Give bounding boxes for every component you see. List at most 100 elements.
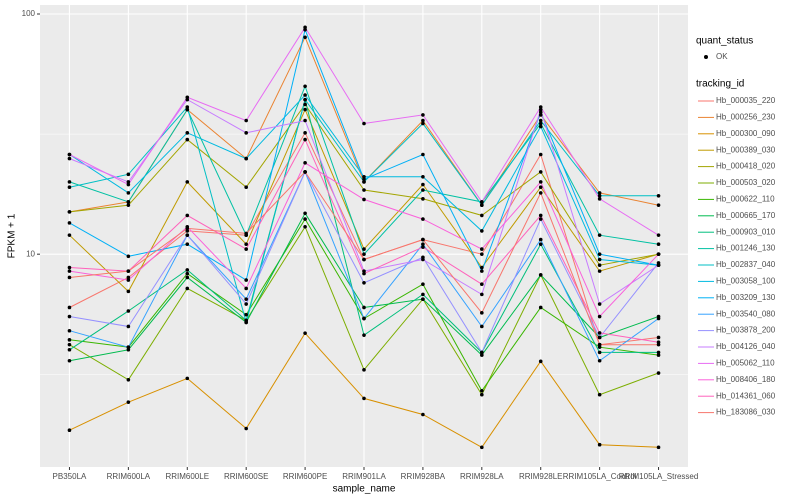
legend-label: Hb_003209_130 — [716, 293, 776, 302]
legend-label: Hb_000503_020 — [716, 178, 776, 187]
data-point — [421, 188, 425, 192]
data-point — [421, 242, 425, 247]
y-axis-title: FPKM + 1 — [7, 213, 18, 258]
data-point — [126, 200, 131, 204]
data-point — [67, 328, 72, 333]
data-point — [362, 247, 366, 251]
data-point — [656, 252, 661, 256]
legend-label: Hb_000622_110 — [716, 195, 775, 204]
data-point — [538, 124, 543, 129]
data-point — [67, 221, 72, 225]
legend-label: Hb_000665_170 — [716, 211, 776, 220]
data-point — [303, 137, 307, 142]
data-point — [597, 257, 602, 262]
data-point — [67, 269, 72, 273]
data-point — [656, 445, 661, 450]
data-point — [480, 203, 484, 207]
legend-title: quant_status — [696, 36, 753, 47]
data-point — [244, 131, 248, 135]
data-point — [244, 286, 248, 291]
data-point — [597, 350, 602, 355]
data-point — [597, 252, 602, 256]
legend: Hb_000035_220 Hb_000256_230 Hb_000300_090 H… — [698, 96, 776, 417]
data-point — [421, 113, 425, 117]
data-point — [67, 305, 72, 310]
data-point — [597, 331, 602, 335]
data-point — [244, 156, 248, 161]
plot — [67, 25, 661, 450]
data-point — [362, 281, 366, 285]
data-point — [303, 211, 307, 216]
data-point — [185, 105, 190, 109]
data-point — [480, 392, 484, 397]
data-point — [480, 311, 484, 315]
data-point — [185, 213, 190, 218]
data-point — [656, 263, 661, 267]
data-point — [126, 345, 131, 349]
legend-label: Hb_000256_230 — [716, 113, 776, 122]
data-point — [538, 242, 543, 247]
data-point — [362, 305, 366, 310]
data-point — [244, 278, 248, 282]
legend-title: tracking_id — [696, 79, 744, 90]
data-point — [597, 233, 602, 237]
data-point — [421, 292, 425, 297]
data-point — [185, 137, 190, 142]
data-point — [480, 353, 484, 357]
data-point — [362, 396, 366, 401]
data-point — [538, 185, 543, 190]
data-point — [362, 269, 366, 273]
data-point — [656, 335, 661, 340]
data-point — [362, 316, 366, 321]
x-axis-title: sample_name — [333, 484, 396, 495]
data-point — [538, 110, 543, 115]
data-point — [67, 275, 72, 280]
data-point — [126, 182, 131, 187]
data-point — [185, 95, 190, 100]
data-point — [67, 314, 72, 319]
data-point — [303, 118, 307, 123]
data-point — [244, 297, 248, 301]
data-point — [67, 185, 72, 190]
data-point — [67, 210, 72, 214]
data-point — [185, 286, 190, 291]
data-point — [597, 314, 602, 319]
data-point — [421, 217, 425, 221]
data-point — [421, 174, 425, 179]
data-point — [362, 180, 366, 184]
data-point — [185, 268, 190, 272]
x-tick-label: RRIM105LA_Stressed — [619, 472, 699, 481]
legend-label: Hb_003540_080 — [716, 309, 776, 318]
legend-label: Hb_003878_200 — [716, 326, 776, 335]
data-point — [185, 226, 190, 231]
y-tick-label: 100 — [22, 9, 36, 18]
data-point — [185, 242, 190, 247]
data-point — [656, 353, 661, 357]
data-point — [303, 217, 307, 221]
data-point — [185, 229, 190, 233]
legend-label: Hb_183086_030 — [716, 408, 776, 417]
data-point — [597, 269, 602, 273]
data-point — [597, 342, 602, 347]
data-point — [538, 107, 543, 112]
data-point — [126, 191, 131, 195]
x-tick-label: RRIM600SE — [224, 472, 268, 481]
legend-label: Hb_014361_060 — [716, 391, 776, 400]
data-point — [126, 347, 131, 352]
data-point — [421, 237, 425, 242]
data-point — [480, 247, 484, 251]
data-point — [362, 257, 366, 262]
data-point — [597, 335, 602, 340]
x-tick-label: RRIM928LA — [460, 472, 504, 481]
data-point — [185, 376, 190, 381]
data-point — [303, 97, 307, 102]
data-point — [67, 338, 72, 342]
data-point — [362, 188, 366, 192]
data-point — [67, 358, 72, 363]
data-point — [421, 297, 425, 301]
data-point — [538, 305, 543, 310]
data-point — [126, 324, 131, 329]
data-point — [597, 263, 602, 267]
data-point — [126, 180, 131, 184]
